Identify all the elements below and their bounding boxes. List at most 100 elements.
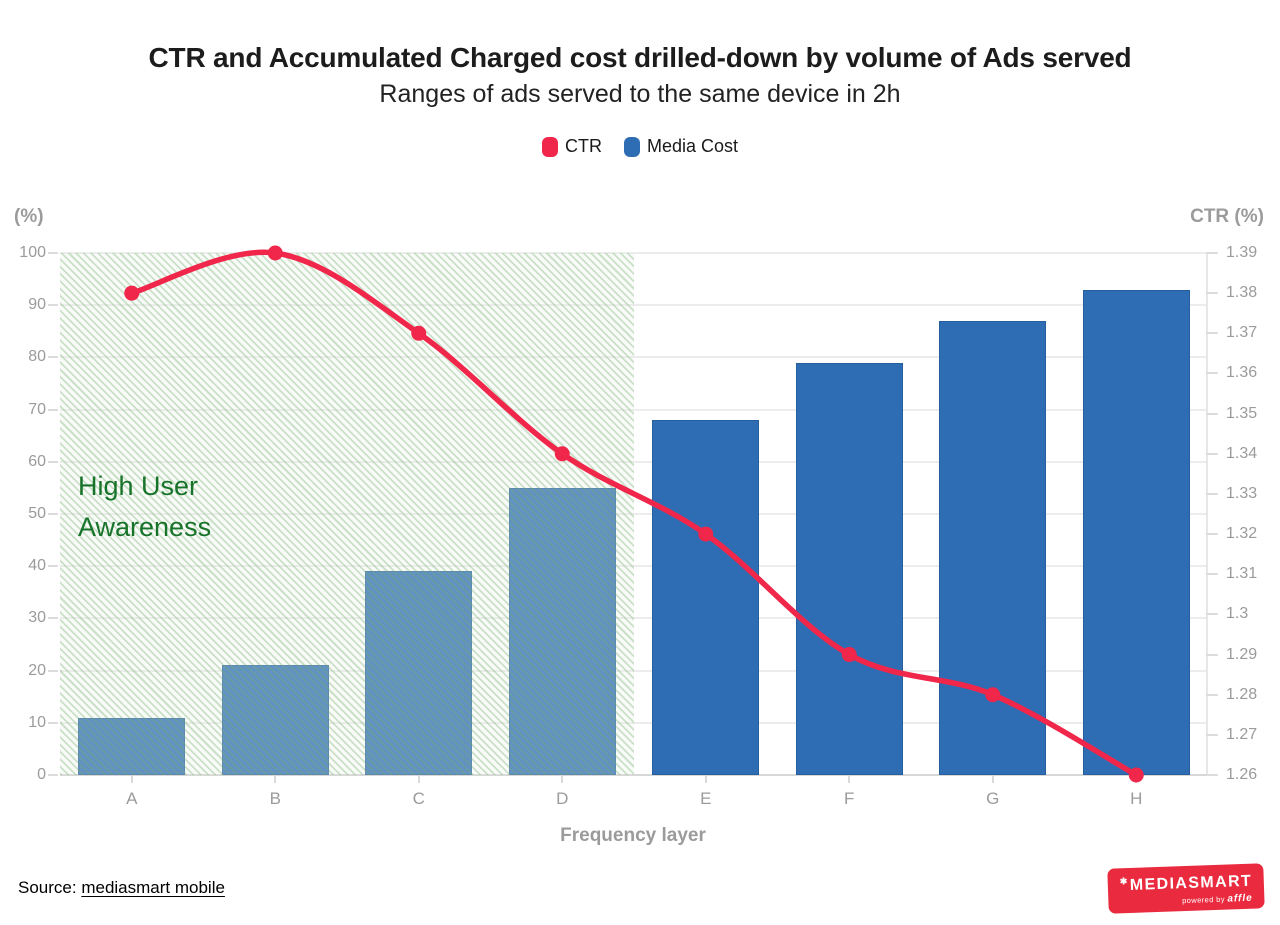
right-axis-tick-label: 1.33 xyxy=(1226,484,1258,502)
left-axis-tick-label: 40 xyxy=(28,557,46,575)
x-axis-category-label: E xyxy=(700,789,712,808)
gridline xyxy=(60,252,1206,254)
right-axis-tick-label: 1.27 xyxy=(1226,725,1258,743)
right-axis-tick xyxy=(1206,653,1218,656)
left-axis-tick-label: 0 xyxy=(37,766,46,783)
x-axis-category-label: G xyxy=(986,789,1000,808)
x-axis-category-label: A xyxy=(126,789,138,808)
chart-title: CTR and Accumulated Charged cost drilled… xyxy=(148,42,1132,73)
ctr-point xyxy=(124,285,140,301)
right-axis-tick xyxy=(1206,533,1218,536)
x-axis-category-label: B xyxy=(269,789,281,808)
source-link[interactable]: mediasmart mobile xyxy=(81,878,225,897)
ctr-point xyxy=(1128,767,1144,783)
media-cost-bar xyxy=(508,487,616,775)
left-axis-tick xyxy=(48,252,58,254)
ctr-line xyxy=(129,249,1139,778)
right-axis-tick xyxy=(1206,292,1218,295)
ctr-line-layer xyxy=(124,245,1144,783)
gridline xyxy=(60,721,1206,724)
right-axis-tick xyxy=(1206,573,1218,576)
left-axis-tick xyxy=(48,617,58,620)
left-axis-tick xyxy=(48,408,58,411)
logo-tagline: powered by affle xyxy=(1181,892,1253,906)
x-axis-tick xyxy=(130,775,133,783)
asterisk-icon: ✱ xyxy=(1119,876,1129,887)
ctr-point xyxy=(554,446,570,462)
ctr-point xyxy=(985,687,1001,703)
gridline xyxy=(60,669,1206,672)
right-axis-tick xyxy=(1206,613,1218,616)
x-axis-title: Frequency layer xyxy=(560,825,706,846)
ctr-swatch-icon xyxy=(541,136,558,157)
legend-label-ctr: CTR xyxy=(564,136,602,156)
right-axis-tick xyxy=(1206,492,1218,495)
left-axis-tick xyxy=(48,304,58,307)
media-cost-bar xyxy=(78,717,186,775)
gridline xyxy=(60,304,1206,307)
ctr-point xyxy=(267,245,283,261)
gridline xyxy=(60,617,1206,620)
ctr-point xyxy=(698,526,714,542)
right-axis-tick-label: 1.36 xyxy=(1226,364,1258,382)
left-axis-tick-label: 30 xyxy=(28,609,46,627)
x-axis-category-label: D xyxy=(556,789,569,808)
right-axis-tick xyxy=(1206,372,1218,375)
x-axis-category-label: H xyxy=(1130,789,1143,808)
gridline xyxy=(60,408,1206,411)
source-row: Source: mediasmart mobile xyxy=(18,878,225,898)
right-axis-tick xyxy=(1206,774,1218,776)
chart-subtitle: Ranges of ads served to the same device … xyxy=(379,80,901,108)
left-axis-tick xyxy=(48,356,58,359)
x-axis-tick xyxy=(417,775,420,783)
media-cost-bar xyxy=(652,420,760,775)
right-axis-tick-label: 1.26 xyxy=(1226,766,1258,783)
right-axis-title: CTR (%) xyxy=(1190,206,1264,227)
right-axis-tick-label: 1.39 xyxy=(1226,244,1258,261)
right-axis-tick-label: 1.29 xyxy=(1226,645,1258,663)
right-axis-tick-label: 1.35 xyxy=(1226,404,1258,422)
left-axis-tick-label: 80 xyxy=(28,348,46,366)
right-axis-tick xyxy=(1206,412,1218,415)
left-axis-tick xyxy=(48,513,58,515)
right-axis-tick xyxy=(1206,693,1218,696)
legend-item-media-cost: Media Cost xyxy=(623,136,739,157)
left-axis-tick xyxy=(48,460,58,463)
right-axis-tick xyxy=(1206,332,1218,335)
legend-item-ctr: CTR xyxy=(541,136,602,157)
left-axis-tick xyxy=(48,774,58,776)
gridline xyxy=(60,356,1206,359)
left-axis-title: (%) xyxy=(14,206,44,227)
right-axis-tick-label: 1.32 xyxy=(1226,525,1258,543)
x-axis-tick xyxy=(274,775,277,783)
left-axis-tick xyxy=(48,721,58,724)
mediasmart-logo: ✱MEDIASMART powered by affle xyxy=(1106,863,1265,914)
gridline xyxy=(60,460,1206,463)
right-axis-tick-label: 1.34 xyxy=(1226,444,1258,462)
left-axis-tick-label: 10 xyxy=(28,713,46,731)
right-axis-tick-label: 1.28 xyxy=(1226,685,1258,703)
gridline xyxy=(60,774,1206,776)
media-cost-bar xyxy=(1082,289,1190,775)
x-axis-category-label: F xyxy=(844,789,855,808)
media-cost-swatch-icon xyxy=(623,136,640,157)
source-prefix: Source: xyxy=(18,878,77,897)
x-axis-tick xyxy=(704,775,707,783)
right-axis-tick-label: 1.37 xyxy=(1226,324,1258,342)
legend-label-media-cost: Media Cost xyxy=(646,136,739,156)
right-axis-tick xyxy=(1206,733,1218,736)
left-axis-tick xyxy=(48,669,58,672)
left-axis-tick xyxy=(48,565,58,568)
annotation-label: High User Awareness xyxy=(78,471,212,542)
right-axis-tick-label: 1.3 xyxy=(1226,605,1249,623)
media-cost-bar xyxy=(365,571,473,775)
x-axis-tick xyxy=(561,775,564,783)
legend: CTR Media Cost xyxy=(0,136,1280,157)
left-axis-tick-label: 60 xyxy=(28,452,46,470)
left-axis-tick-label: 70 xyxy=(28,400,46,418)
left-axis-tick-label: 20 xyxy=(28,661,46,679)
left-axis-tick-label: 100 xyxy=(19,244,46,261)
right-axis-tick xyxy=(1206,452,1218,455)
left-axis-tick-label: 50 xyxy=(28,505,46,522)
